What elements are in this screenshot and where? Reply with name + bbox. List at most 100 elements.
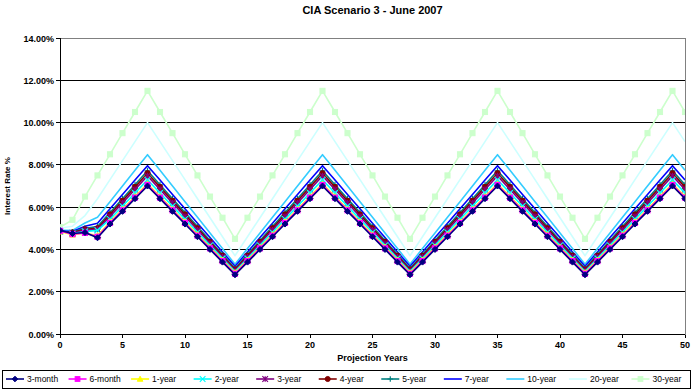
- legend-label: 3-month: [27, 374, 58, 384]
- series-marker: [607, 194, 612, 199]
- series-marker: [570, 215, 575, 220]
- series-marker: [595, 259, 601, 265]
- series-marker: [132, 196, 138, 202]
- plot-area: [60, 88, 685, 277]
- plot-frame: [60, 38, 685, 334]
- legend-label: 6-month: [90, 374, 121, 384]
- series-marker: [332, 109, 337, 114]
- legend-line: [569, 378, 587, 380]
- y-tick: [56, 122, 60, 123]
- x-tick: [185, 334, 186, 338]
- legend-marker: [325, 376, 330, 381]
- series-marker: [132, 109, 137, 114]
- series: [60, 155, 685, 265]
- x-tick: [685, 334, 686, 338]
- x-axis: [60, 334, 685, 335]
- series-marker: [682, 109, 685, 114]
- series-marker: [370, 234, 376, 240]
- series-marker: [295, 131, 300, 136]
- grid-line: [60, 164, 685, 165]
- y-tick: [56, 80, 60, 81]
- series-marker: [357, 152, 362, 157]
- series-marker: [60, 227, 63, 233]
- series-marker: [145, 88, 150, 93]
- legend-label: 20-year: [590, 374, 619, 384]
- series-marker: [245, 259, 251, 265]
- x-tick: [497, 334, 498, 338]
- x-tick-label: 15: [242, 340, 252, 350]
- series-marker: [82, 230, 88, 236]
- series-marker: [207, 246, 213, 252]
- x-tick: [60, 334, 61, 338]
- series-line: [60, 155, 685, 265]
- series-marker: [357, 221, 363, 227]
- y-tick-label: 2.00%: [28, 287, 54, 297]
- legend-label: 7-year: [465, 374, 489, 384]
- x-tick-label: 35: [492, 340, 502, 350]
- y-axis: [60, 38, 61, 334]
- series: [60, 181, 685, 275]
- series-marker: [207, 194, 212, 199]
- series-marker: [570, 259, 576, 265]
- series-marker: [607, 246, 613, 252]
- series-marker: [60, 228, 63, 233]
- x-tick-label: 10: [180, 340, 190, 350]
- series-marker: [532, 152, 537, 157]
- series-marker: [307, 196, 313, 202]
- series: [60, 182, 685, 276]
- series-marker: [195, 173, 200, 178]
- series-marker: [582, 236, 587, 241]
- grid-line: [60, 291, 685, 292]
- series-marker: [282, 152, 287, 157]
- y-tick-label: 6.00%: [28, 203, 54, 213]
- x-tick-label: 5: [120, 340, 125, 350]
- x-tick-label: 45: [617, 340, 627, 350]
- legend-marker: [200, 376, 206, 382]
- series-marker: [520, 208, 526, 214]
- series-marker: [182, 152, 187, 157]
- legend-marker: [638, 377, 643, 382]
- legend-label: 5-year: [402, 374, 426, 384]
- series-marker: [70, 230, 76, 236]
- series-marker: [382, 246, 388, 252]
- x-tick: [122, 334, 123, 338]
- series-marker: [95, 235, 101, 241]
- x-tick: [372, 334, 373, 338]
- series-marker: [82, 230, 88, 235]
- series-marker: [470, 131, 475, 136]
- series-marker: [307, 109, 312, 114]
- x-tick: [622, 334, 623, 338]
- series-marker: [520, 131, 525, 136]
- series-marker: [345, 208, 351, 214]
- series-marker: [245, 215, 250, 220]
- series-marker: [170, 208, 176, 214]
- y-tick-label: 0.00%: [28, 330, 54, 340]
- y-tick-label: 4.00%: [28, 245, 54, 255]
- legend-marker: [137, 376, 143, 381]
- series-marker: [507, 196, 513, 202]
- series-marker: [95, 173, 100, 178]
- series: [60, 168, 685, 272]
- series-marker: [657, 196, 663, 202]
- x-tick: [435, 334, 436, 338]
- series-marker: [170, 131, 175, 136]
- series-marker: [345, 131, 350, 136]
- y-tick-label: 14.00%: [23, 34, 54, 44]
- series-marker: [432, 246, 438, 252]
- legend-line: [444, 378, 462, 380]
- legend-line: [506, 378, 524, 380]
- series-marker: [232, 272, 238, 278]
- series-marker: [157, 109, 162, 114]
- series-marker: [582, 272, 588, 278]
- y-tick: [56, 334, 60, 335]
- series-marker: [70, 231, 76, 237]
- series-marker: [495, 88, 500, 93]
- grid-line: [60, 249, 685, 250]
- series-marker: [320, 88, 325, 93]
- series-marker: [595, 215, 600, 220]
- series-marker: [457, 221, 463, 227]
- legend-marker: [75, 377, 80, 382]
- series-marker: [120, 131, 125, 136]
- legend-marker: [262, 376, 268, 382]
- series-line: [60, 180, 685, 272]
